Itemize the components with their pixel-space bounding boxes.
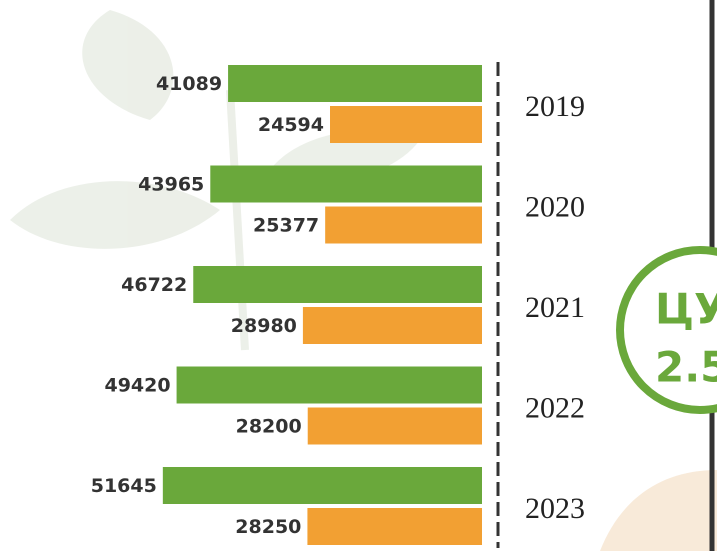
badge-text: 2.5 [655,343,717,392]
bar [307,407,482,445]
bar [210,165,482,203]
category-label: 2023 [525,492,585,525]
value-label: 49420 [104,375,170,397]
value-label: 51645 [91,475,157,497]
bar [330,106,482,143]
value-label: 28200 [236,416,302,438]
category-label: 2022 [525,391,585,424]
bar [162,467,482,504]
category-label: 2021 [525,291,585,324]
category-label: 2020 [525,190,585,223]
value-label: 24594 [258,114,324,136]
bar [325,206,482,244]
value-label: 43965 [138,174,204,196]
bar [307,508,482,545]
badge-text: ЦУ [655,285,717,334]
bar [176,366,482,404]
bar [193,266,482,303]
value-label: 41089 [156,73,222,95]
bg-shape [600,470,717,551]
bar [302,307,482,344]
value-label: 28980 [231,315,297,337]
badge-circle [616,246,717,414]
value-label: 46722 [121,274,187,296]
value-label: 25377 [253,215,319,237]
category-label: 2019 [525,90,585,123]
value-label: 28250 [235,516,301,538]
bar [228,65,482,102]
